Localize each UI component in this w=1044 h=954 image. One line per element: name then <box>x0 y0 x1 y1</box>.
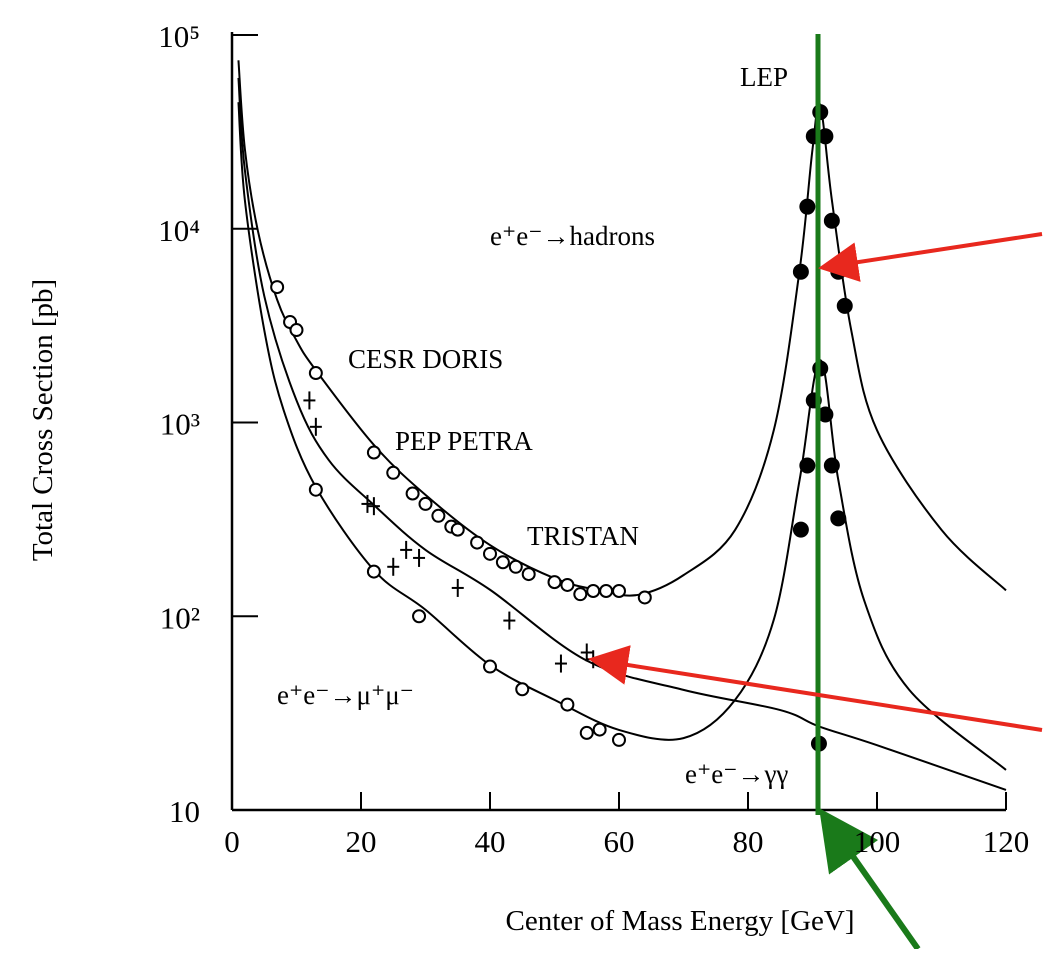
y-tick-label: 10³ <box>160 407 200 442</box>
data-point <box>573 587 588 602</box>
y-tick-label: 10⁴ <box>158 213 200 248</box>
data-point <box>405 486 420 501</box>
data-point <box>579 725 594 740</box>
curve <box>237 77 1007 791</box>
data-point <box>586 583 601 598</box>
data-point <box>503 611 516 630</box>
data-point <box>387 557 400 576</box>
red-arrow <box>588 645 1043 732</box>
data-point <box>521 567 536 582</box>
data-point <box>270 280 285 295</box>
annotation: e⁺e⁻→μ⁺μ⁻ <box>277 680 414 710</box>
data-point <box>470 535 485 550</box>
data-point <box>560 577 575 592</box>
x-tick-label: 60 <box>604 824 635 859</box>
data-point <box>508 559 523 574</box>
data-point <box>823 212 840 229</box>
curve <box>237 60 1007 597</box>
data-point <box>367 497 380 516</box>
y-tick-label: 10 <box>169 794 200 829</box>
data-point <box>515 682 530 697</box>
data-point <box>599 583 614 598</box>
data-point <box>412 609 427 624</box>
annotation: PEP PETRA <box>395 426 533 456</box>
data-point <box>431 508 446 523</box>
data-point <box>547 575 562 590</box>
annotation: e⁺e⁻→γγ <box>685 759 788 789</box>
data-point <box>289 323 304 338</box>
data-point <box>554 654 567 673</box>
data-point <box>308 482 323 497</box>
data-point <box>799 198 816 215</box>
data-point <box>823 457 840 474</box>
data-point <box>309 417 322 436</box>
data-point <box>612 583 626 598</box>
data-point <box>592 722 607 737</box>
green-arrow <box>819 808 921 951</box>
data-point <box>792 521 809 538</box>
x-tick-label: 80 <box>733 824 764 859</box>
data-point <box>386 465 401 480</box>
annotation: e⁺e⁻→hadrons <box>490 221 655 251</box>
x-tick-label: 100 <box>854 824 901 859</box>
data-point <box>483 546 497 561</box>
data-point <box>483 659 497 674</box>
data-point <box>303 391 316 410</box>
x-tick-label: 120 <box>983 824 1030 859</box>
data-point <box>836 297 853 314</box>
annotation: TRISTAN <box>527 521 639 551</box>
data-point <box>366 564 381 579</box>
y-tick-label: 10⁵ <box>158 19 200 54</box>
data-point <box>495 555 510 570</box>
data-point <box>637 590 652 605</box>
curve <box>237 102 1007 771</box>
data-point <box>361 494 374 513</box>
red-arrow <box>818 232 1043 282</box>
data-point <box>799 457 816 474</box>
data-point <box>450 522 465 537</box>
data-point <box>308 366 323 381</box>
data-point <box>560 697 575 712</box>
x-tick-label: 20 <box>346 824 377 859</box>
data-point <box>366 445 381 460</box>
data-point <box>413 548 426 567</box>
x-tick-label: 0 <box>224 824 240 859</box>
data-point <box>400 540 413 559</box>
y-tick-label: 10² <box>160 600 200 635</box>
plot-area <box>237 60 1007 791</box>
data-point <box>418 496 433 511</box>
data-point <box>612 732 626 747</box>
data-point <box>792 263 809 280</box>
annotation: LEP <box>740 62 788 92</box>
annotation: CESR DORIS <box>348 344 503 374</box>
x-tick-label: 40 <box>475 824 506 859</box>
data-point <box>451 578 464 597</box>
data-point <box>830 510 847 527</box>
y-axis-label: Total Cross Section [pb] <box>27 279 59 561</box>
x-axis-label: Center of Mass Energy [GeV] <box>506 905 855 937</box>
